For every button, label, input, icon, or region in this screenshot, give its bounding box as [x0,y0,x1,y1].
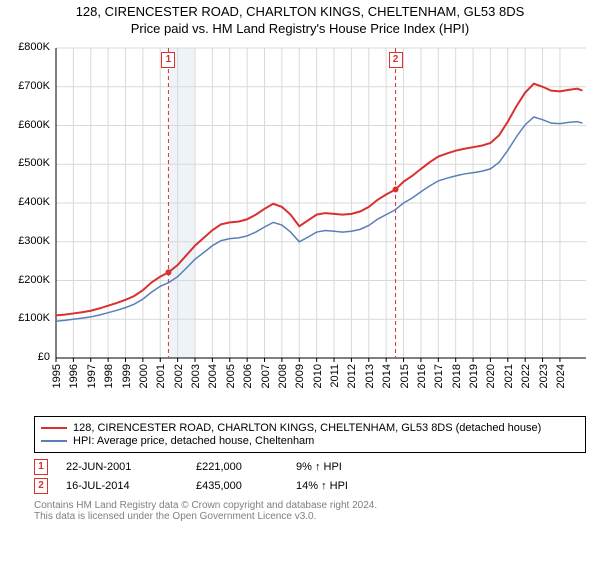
x-tick-label: 1997 [86,364,98,388]
x-tick-label: 2024 [555,364,567,388]
sale-marker-box: 2 [389,52,403,68]
x-tick-label: 1995 [51,364,63,388]
sale-row-date: 22-JUN-2001 [66,461,196,473]
y-tick-label: £100K [10,312,50,324]
x-tick-label: 2017 [433,364,445,388]
x-tick-label: 2010 [312,364,324,388]
attribution-line-2: This data is licensed under the Open Gov… [34,511,586,522]
sale-row-marker: 2 [34,478,48,494]
x-tick-label: 2016 [416,364,428,388]
legend-label: HPI: Average price, detached house, Chel… [73,435,314,447]
attribution-line-1: Contains HM Land Registry data © Crown c… [34,500,586,511]
x-tick-label: 2021 [503,364,515,388]
page-subtitle: Price paid vs. HM Land Registry's House … [0,21,600,36]
x-tick-label: 2020 [485,364,497,388]
y-tick-label: £500K [10,157,50,169]
legend-label: 128, CIRENCESTER ROAD, CHARLTON KINGS, C… [73,422,541,434]
legend-swatch [41,440,67,442]
x-tick-label: 2006 [242,364,254,388]
x-tick-label: 2013 [364,364,376,388]
x-tick-label: 2003 [190,364,202,388]
y-tick-label: £800K [10,41,50,53]
y-tick-label: £300K [10,235,50,247]
chart-svg [10,40,590,410]
x-tick-label: 2005 [225,364,237,388]
x-tick-label: 1999 [121,364,133,388]
y-tick-label: £600K [10,119,50,131]
sale-marker-box: 1 [161,52,175,68]
legend-item: 128, CIRENCESTER ROAD, CHARLTON KINGS, C… [41,422,579,434]
x-tick-label: 2019 [468,364,480,388]
x-tick-label: 1998 [103,364,115,388]
x-tick-label: 1996 [68,364,80,388]
sale-row-date: 16-JUL-2014 [66,480,196,492]
x-tick-label: 2008 [277,364,289,388]
y-tick-label: £400K [10,196,50,208]
sale-row: 1 22-JUN-2001£221,0009% ↑ HPI [34,459,586,475]
legend-item: HPI: Average price, detached house, Chel… [41,435,579,447]
x-tick-label: 2002 [173,364,185,388]
sale-row-price: £221,000 [196,461,296,473]
sale-row-price: £435,000 [196,480,296,492]
x-tick-label: 2014 [381,364,393,388]
x-tick-label: 2007 [260,364,272,388]
x-tick-label: 2022 [520,364,532,388]
page-title: 128, CIRENCESTER ROAD, CHARLTON KINGS, C… [0,4,600,19]
x-tick-label: 2015 [399,364,411,388]
x-tick-label: 2001 [155,364,167,388]
y-tick-label: £700K [10,80,50,92]
y-tick-label: £0 [10,351,50,363]
chart-area: £0 £100K £200K £300K £400K £500K £600K £700K £80… [10,40,590,410]
sales-table: 1 22-JUN-2001£221,0009% ↑ HPI 2 16-JUL-2014… [34,459,586,494]
legend-swatch [41,427,67,429]
sale-row-marker: 1 [34,459,48,475]
x-tick-label: 2011 [329,364,341,388]
y-tick-label: £200K [10,274,50,286]
x-tick-label: 2012 [346,364,358,388]
x-tick-label: 2004 [207,364,219,388]
sale-row-hpi: 14% ↑ HPI [296,480,406,492]
attribution: Contains HM Land Registry data © Crown c… [34,500,586,522]
x-tick-label: 2000 [138,364,150,388]
x-tick-label: 2009 [294,364,306,388]
x-tick-label: 2018 [451,364,463,388]
sale-row-hpi: 9% ↑ HPI [296,461,406,473]
x-tick-label: 2023 [538,364,550,388]
sale-row: 2 16-JUL-2014£435,00014% ↑ HPI [34,478,586,494]
legend: 128, CIRENCESTER ROAD, CHARLTON KINGS, C… [34,416,586,453]
